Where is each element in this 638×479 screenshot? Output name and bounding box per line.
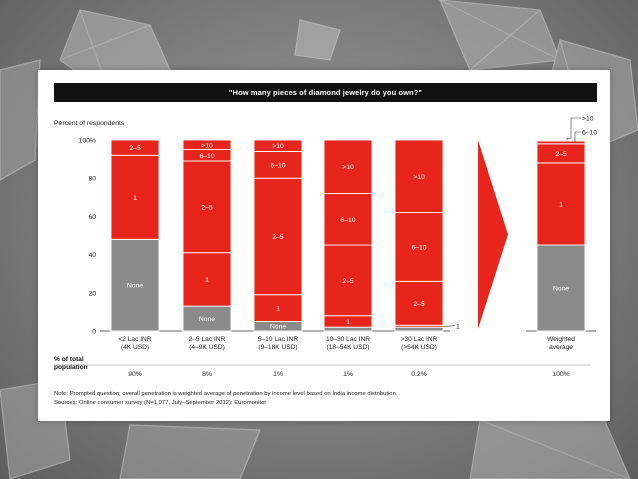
population-value: 1%	[343, 371, 353, 378]
x-tick-label: (>54K USD)	[401, 344, 437, 351]
chart-note: Note: Prompted question; overall penetra…	[54, 391, 396, 397]
x-tick-label: (9–18K USD)	[258, 344, 297, 351]
segment-label: 2–5	[272, 234, 284, 241]
callout-line	[574, 131, 581, 143]
population-value: 8%	[202, 371, 212, 378]
chart-sources: Sources: Online consumer survey (N=1,077…	[54, 400, 266, 406]
y-tick-label: 40	[88, 252, 96, 259]
arrow-shape	[478, 140, 508, 329]
callout-label: >10	[582, 116, 594, 123]
population-value: 90%	[128, 371, 142, 378]
bar-segment	[394, 212, 444, 282]
segment-label: 1	[346, 319, 350, 326]
x-tick-label: Weighted	[547, 336, 575, 343]
bar-segment	[394, 326, 444, 332]
segment-label: >10	[201, 142, 213, 149]
bar-segment	[110, 238, 160, 332]
x-tick-label: 5–10 Lac INR	[258, 336, 299, 343]
x-tick-label: 2–5 Lac INR	[189, 336, 226, 343]
callout-label: 6–10	[582, 130, 597, 137]
y-axis-label: Percent of respondents	[54, 120, 125, 127]
bar-segment	[536, 244, 586, 332]
segment-label: 6–10	[340, 217, 355, 224]
y-tick-label: 100%	[79, 138, 96, 145]
segment-label: 6–10	[270, 162, 285, 169]
segment-label: 1	[559, 201, 563, 208]
x-tick-label: (4K USD)	[121, 344, 149, 351]
chart-card: "How many pieces of diamond jewelry do y…	[38, 70, 610, 421]
chart-title: "How many pieces of diamond jewelry do y…	[54, 83, 597, 102]
segment-label: 2–5	[201, 204, 213, 211]
bar-segment	[394, 139, 444, 214]
segment-label: 6–10	[199, 153, 214, 160]
x-tick-label: <2 Lac INR	[118, 336, 151, 343]
y-tick-label: 60	[88, 214, 96, 221]
segment-label: None	[127, 283, 143, 290]
population-header: % of total	[54, 356, 84, 363]
y-tick-label: 0	[92, 329, 96, 336]
bar-segment	[253, 294, 303, 322]
segment-label: >10	[272, 143, 284, 150]
callout-label: 1	[456, 324, 460, 331]
y-tick-label: 20	[88, 290, 96, 297]
segment-label: 1	[133, 195, 137, 202]
bar-segment	[182, 139, 232, 151]
bar-segment	[323, 139, 373, 194]
x-tick-label: >30 Lac INR	[401, 336, 438, 343]
segment-label: 6–10	[411, 244, 426, 251]
segment-label: 2–5	[342, 278, 354, 285]
population-value: 0.2%	[411, 371, 427, 378]
bar-segment	[182, 160, 232, 254]
segment-label: 2–5	[555, 151, 567, 158]
callout-line	[448, 325, 456, 327]
bar-segment	[323, 326, 373, 332]
x-tick-label: (18–54K USD)	[327, 344, 370, 351]
y-tick-label: 80	[88, 176, 96, 183]
bar-segment	[110, 139, 160, 156]
segment-label: 1	[205, 277, 209, 284]
population-value: 100%	[552, 371, 569, 378]
bar-segment	[253, 139, 303, 152]
x-tick-label: (4–9K USD)	[189, 344, 225, 351]
segment-label: >10	[342, 164, 354, 171]
segment-label: None	[199, 316, 215, 323]
stacked-bar-chart: Percent of respondents 0 20 40 60 80 100% None 1…	[54, 116, 597, 406]
x-tick-label: average	[549, 344, 573, 351]
population-value: 1%	[273, 371, 283, 378]
bar-segment	[110, 154, 160, 240]
segment-label: 2–5	[129, 145, 141, 152]
segment-label: None	[270, 324, 286, 331]
segment-label: >10	[413, 174, 425, 181]
bar-segment	[536, 139, 586, 142]
segment-label: None	[553, 286, 569, 293]
x-tick-label: 10–30 Lac INR	[326, 336, 370, 343]
callout-line	[566, 117, 581, 141]
bar-segment	[323, 244, 373, 317]
bar-segment	[182, 252, 232, 307]
bar-segment	[536, 162, 586, 246]
segment-label: 1	[276, 306, 280, 313]
population-header: population	[54, 364, 88, 371]
segment-label: 2–5	[413, 301, 425, 308]
bar-segment	[323, 193, 373, 246]
